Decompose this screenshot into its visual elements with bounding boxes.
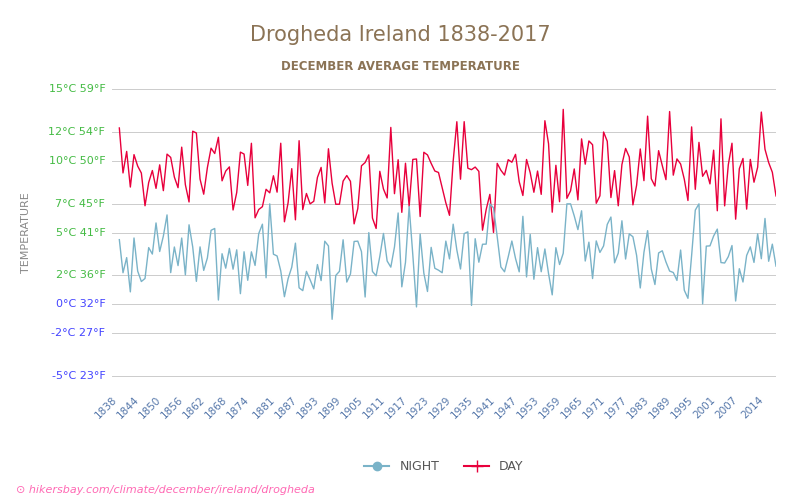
Text: -5°C 23°F: -5°C 23°F [52, 370, 106, 380]
Text: Drogheda Ireland 1838-2017: Drogheda Ireland 1838-2017 [250, 25, 550, 45]
Text: DECEMBER AVERAGE TEMPERATURE: DECEMBER AVERAGE TEMPERATURE [281, 60, 519, 73]
Legend: NIGHT, DAY: NIGHT, DAY [359, 456, 529, 478]
Text: 0°C 32°F: 0°C 32°F [56, 299, 106, 309]
Text: ⊙ hikersbay.com/climate/december/ireland/drogheda: ⊙ hikersbay.com/climate/december/ireland… [16, 485, 315, 495]
Text: 2°C 36°F: 2°C 36°F [56, 270, 106, 280]
Text: 5°C 41°F: 5°C 41°F [56, 228, 106, 237]
Y-axis label: TEMPERATURE: TEMPERATURE [21, 192, 30, 273]
Text: 7°C 45°F: 7°C 45°F [55, 199, 106, 209]
Text: 12°C 54°F: 12°C 54°F [49, 128, 106, 138]
Text: -2°C 27°F: -2°C 27°F [51, 328, 106, 338]
Text: 10°C 50°F: 10°C 50°F [49, 156, 106, 166]
Text: 15°C 59°F: 15°C 59°F [49, 84, 106, 94]
